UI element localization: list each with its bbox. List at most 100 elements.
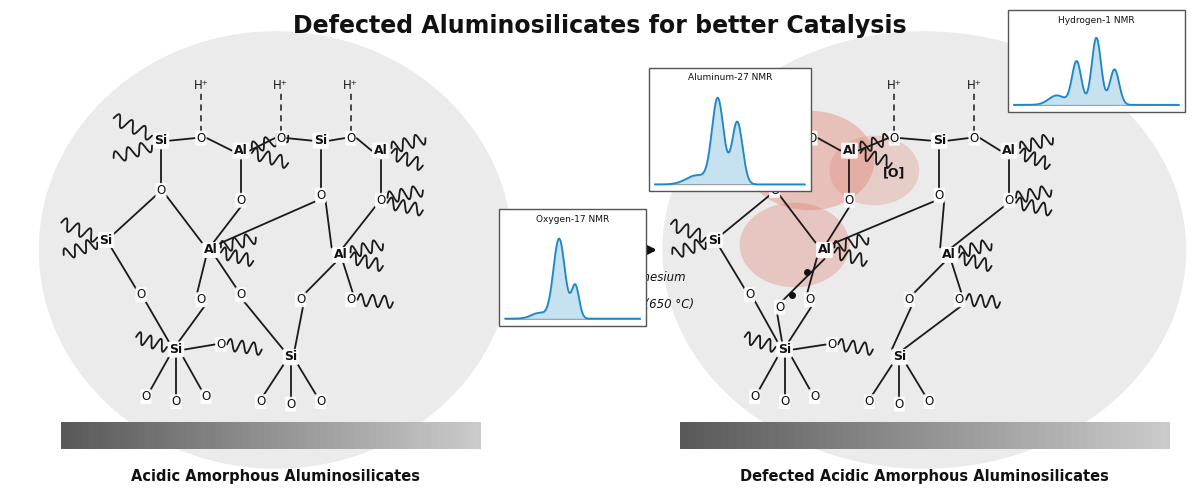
Ellipse shape xyxy=(38,31,512,469)
Bar xyxy=(997,422,1007,449)
Bar xyxy=(728,422,738,449)
Bar xyxy=(396,422,404,449)
Bar xyxy=(445,422,454,449)
Ellipse shape xyxy=(829,136,919,205)
Bar xyxy=(1136,422,1145,449)
Text: at high temperatures (650 °C): at high temperatures (650 °C) xyxy=(516,298,695,311)
Text: H⁺: H⁺ xyxy=(887,80,901,92)
Bar xyxy=(383,422,390,449)
Bar xyxy=(761,422,770,449)
Text: O: O xyxy=(346,293,355,306)
Text: Si: Si xyxy=(100,234,113,246)
Bar xyxy=(965,422,974,449)
Bar xyxy=(313,422,320,449)
Bar xyxy=(138,422,146,449)
Bar xyxy=(1030,422,1039,449)
Text: O: O xyxy=(197,293,205,306)
Bar xyxy=(83,422,90,449)
Text: O: O xyxy=(845,194,854,207)
Bar xyxy=(973,422,983,449)
Text: O: O xyxy=(775,300,785,314)
Bar xyxy=(173,422,181,449)
Bar xyxy=(1046,422,1056,449)
Bar xyxy=(361,422,370,449)
Bar xyxy=(96,422,104,449)
Text: Al: Al xyxy=(204,244,217,256)
Bar xyxy=(326,422,335,449)
Bar xyxy=(1079,422,1088,449)
Bar xyxy=(900,422,908,449)
Bar xyxy=(688,422,697,449)
Text: Defected Aluminosilicates for better Catalysis: Defected Aluminosilicates for better Cat… xyxy=(293,14,907,38)
Text: Si: Si xyxy=(169,343,182,356)
Text: Si: Si xyxy=(284,350,298,364)
Bar xyxy=(152,422,160,449)
Bar xyxy=(68,422,77,449)
Bar xyxy=(187,422,194,449)
Text: O: O xyxy=(296,293,305,306)
Text: H⁺: H⁺ xyxy=(343,80,358,92)
Bar xyxy=(802,422,811,449)
Text: O: O xyxy=(808,132,817,144)
Bar xyxy=(1120,422,1129,449)
FancyBboxPatch shape xyxy=(1008,10,1184,112)
Text: Si: Si xyxy=(778,343,791,356)
Bar xyxy=(194,422,202,449)
Bar xyxy=(277,422,286,449)
Bar xyxy=(810,422,820,449)
Text: O: O xyxy=(770,184,779,197)
Bar xyxy=(160,422,167,449)
Text: Al: Al xyxy=(1002,144,1016,157)
Bar xyxy=(180,422,188,449)
Bar xyxy=(745,422,754,449)
Text: O: O xyxy=(895,398,904,410)
Bar xyxy=(306,422,313,449)
Bar xyxy=(704,422,714,449)
Bar xyxy=(1111,422,1121,449)
Text: O: O xyxy=(827,338,836,351)
Bar xyxy=(949,422,958,449)
Bar xyxy=(431,422,439,449)
Bar xyxy=(208,422,216,449)
Text: O: O xyxy=(276,132,286,144)
Bar xyxy=(956,422,966,449)
Text: O: O xyxy=(346,132,355,144)
Text: Si: Si xyxy=(893,350,906,364)
Bar xyxy=(467,422,474,449)
Bar xyxy=(103,422,112,449)
Bar xyxy=(118,422,125,449)
Bar xyxy=(924,422,934,449)
Text: O: O xyxy=(137,288,145,301)
Bar xyxy=(892,422,901,449)
Bar xyxy=(1160,422,1170,449)
Bar xyxy=(720,422,730,449)
Bar xyxy=(271,422,278,449)
Text: O: O xyxy=(905,293,914,306)
Bar xyxy=(827,422,835,449)
Bar xyxy=(438,422,446,449)
Text: O: O xyxy=(745,288,755,301)
Text: O: O xyxy=(1004,194,1014,207)
Bar xyxy=(334,422,342,449)
Bar xyxy=(1087,422,1097,449)
Bar xyxy=(61,422,70,449)
Bar xyxy=(1070,422,1080,449)
Text: Hydrogen-1 NMR: Hydrogen-1 NMR xyxy=(1058,16,1135,26)
Bar xyxy=(1104,422,1112,449)
Bar xyxy=(236,422,244,449)
Text: Defected Acidic Amorphous Aluminosilicates: Defected Acidic Amorphous Aluminosilicat… xyxy=(740,468,1109,483)
Text: O: O xyxy=(810,390,820,403)
Bar xyxy=(215,422,223,449)
Bar xyxy=(1063,422,1072,449)
Bar xyxy=(292,422,300,449)
Text: Acidic Amorphous Aluminosilicates: Acidic Amorphous Aluminosilicates xyxy=(131,468,420,483)
Bar xyxy=(680,422,689,449)
Text: O: O xyxy=(970,132,979,144)
Text: Al: Al xyxy=(942,248,956,262)
Text: O: O xyxy=(156,184,166,197)
Bar xyxy=(131,422,139,449)
Text: O: O xyxy=(865,395,874,408)
Bar xyxy=(200,422,209,449)
Text: Si: Si xyxy=(768,134,781,147)
Text: H⁺: H⁺ xyxy=(274,80,288,92)
